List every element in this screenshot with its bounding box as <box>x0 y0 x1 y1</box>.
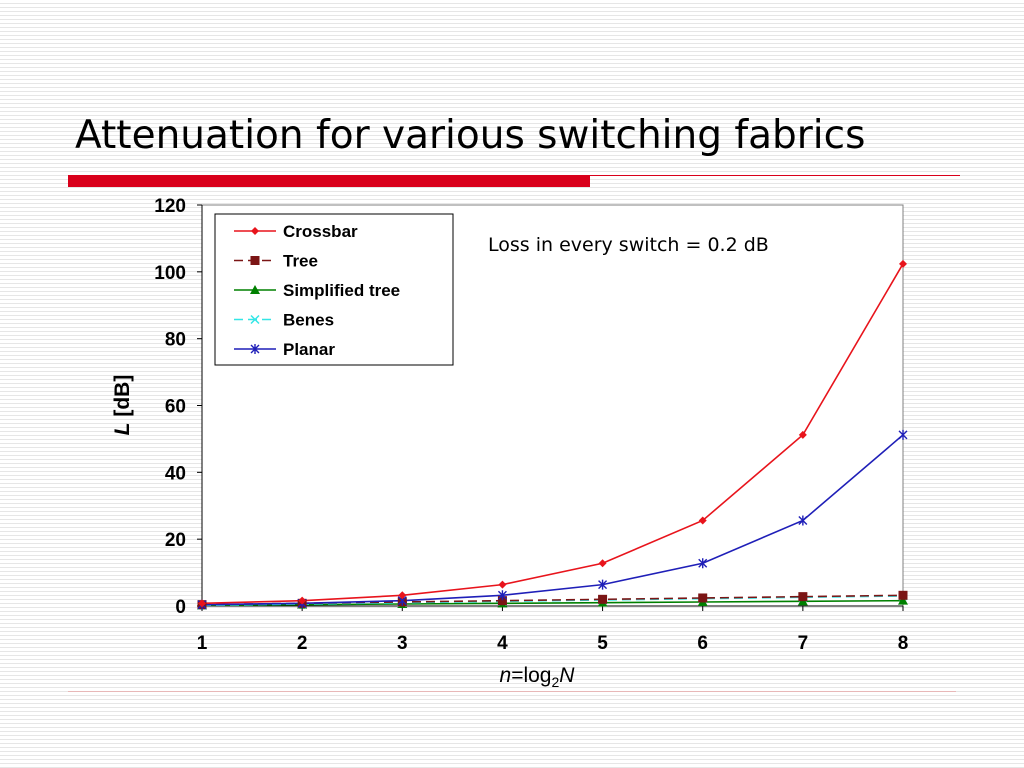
y-tick-label: 0 <box>175 597 186 618</box>
y-axis-label-unit: [dB] <box>111 375 134 423</box>
data-point-crossbar <box>798 430 807 439</box>
data-point-crossbar <box>198 599 206 608</box>
data-point-tree <box>698 593 708 603</box>
title-underline-rule <box>590 175 960 176</box>
data-point-crossbar <box>398 591 407 600</box>
data-point-planar <box>497 590 507 601</box>
x-tick-label: 1 <box>197 633 208 654</box>
data-point-crossbar <box>598 559 607 568</box>
legend-label: Crossbar <box>283 222 358 241</box>
series-markers <box>197 259 908 610</box>
data-point-crossbar <box>899 259 907 268</box>
data-point-crossbar <box>298 596 307 605</box>
x-tick-label: 8 <box>898 633 909 654</box>
legend-label: Simplified tree <box>283 281 400 300</box>
x-tick-label: 7 <box>798 633 809 654</box>
series-line-planar <box>201 434 904 606</box>
y-tick-label: 20 <box>165 530 186 551</box>
data-point-tree <box>598 594 608 604</box>
data-point-tree <box>898 590 908 600</box>
legend-label: Benes <box>283 311 334 330</box>
data-point-simplified-tree <box>898 595 908 605</box>
y-tick-label: 80 <box>165 330 186 351</box>
legend-marker-crossbar <box>251 227 259 235</box>
title-underline-bar <box>68 175 590 187</box>
legend-marker-benes <box>250 314 260 325</box>
y-tick-label: 60 <box>165 397 186 418</box>
x-tick-label: 6 <box>697 633 708 654</box>
legend: Crossbar Tree Simplified tree Benes Planar <box>214 213 454 366</box>
series-line-crossbar <box>201 263 904 605</box>
y-axis-label-symbol: L <box>111 423 134 436</box>
data-point-crossbar <box>698 516 707 525</box>
x-axis-label-N: N <box>559 664 575 687</box>
data-point-tree <box>497 596 507 606</box>
y-axis-label: L [dB] <box>111 375 134 436</box>
data-point-planar <box>798 515 808 526</box>
series-lines <box>201 263 904 607</box>
x-axis-ticks: 1 2 3 4 5 6 7 8 <box>197 606 909 654</box>
y-axis-ticks: 0 20 40 60 80 100 120 <box>154 196 202 618</box>
x-axis-label-sub: 2 <box>552 674 560 690</box>
legend-marker-tree <box>250 256 260 265</box>
x-axis-label-func: =log <box>511 664 551 687</box>
annotation-text: Loss in every switch = 0.2 dB <box>488 234 769 256</box>
x-tick-label: 5 <box>597 633 608 654</box>
slide-title: Attenuation for various switching fabric… <box>75 113 866 158</box>
legend-label: Planar <box>283 340 335 359</box>
data-point-planar <box>698 558 708 569</box>
x-tick-label: 3 <box>397 633 408 654</box>
data-point-planar <box>898 429 908 440</box>
x-axis-label: n=log2N <box>500 664 576 690</box>
y-tick-label: 40 <box>165 463 186 484</box>
x-tick-label: 4 <box>497 633 508 654</box>
legend-label: Tree <box>283 252 318 271</box>
data-point-planar <box>598 579 608 590</box>
footer-rule <box>68 691 956 692</box>
legend-marker-planar <box>250 344 260 354</box>
x-axis-label-var: n <box>500 664 512 687</box>
y-tick-label: 120 <box>154 196 186 217</box>
data-point-tree <box>798 592 808 602</box>
legend-marker-simplified-tree <box>250 285 260 294</box>
x-tick-label: 2 <box>297 633 308 654</box>
y-tick-label: 100 <box>154 263 186 284</box>
data-point-crossbar <box>498 580 507 589</box>
